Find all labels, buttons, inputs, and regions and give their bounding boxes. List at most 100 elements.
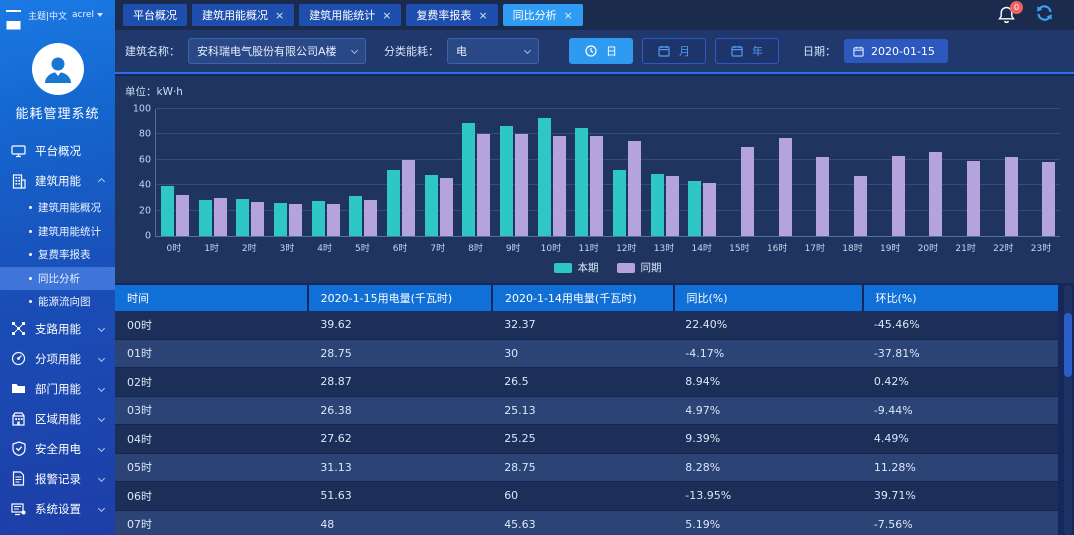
tab-close-icon[interactable]: × [478, 8, 488, 22]
sidebar-item-平台概况[interactable]: 平台概况 [0, 136, 115, 166]
tab-close-icon[interactable]: × [275, 8, 285, 22]
sidebar-subitem-复费率报表[interactable]: 复费率报表 [0, 243, 115, 267]
bar-本期[interactable] [160, 185, 174, 236]
bar-同期[interactable] [288, 204, 302, 236]
bar-同期[interactable] [326, 203, 340, 236]
table-scrollbar-thumb[interactable] [1064, 313, 1072, 377]
sidebar-item-支路用能[interactable]: 支路用能 [0, 314, 115, 344]
notification-bell-icon[interactable]: 0 [998, 1, 1023, 24]
sidebar-item-区域用能[interactable]: 区域用能 [0, 404, 115, 434]
tab-close-icon[interactable]: × [563, 8, 573, 22]
sidebar-item-系统设置[interactable]: 系统设置 [0, 494, 115, 524]
table-row[interactable]: 02时 28.87 26.5 8.94% 0.42% [115, 368, 1058, 397]
table-row[interactable]: 07时 48 45.63 5.19% -7.56% [115, 510, 1058, 535]
table-row[interactable]: 03时 26.38 25.13 4.97% -9.44% [115, 396, 1058, 425]
bar-同期[interactable] [853, 176, 867, 236]
sidebar-subitem-能源流向图[interactable]: 能源流向图 [0, 290, 115, 314]
x-tick-label: 19时 [879, 244, 901, 254]
bar-本期[interactable] [612, 169, 626, 236]
period-button-年[interactable]: 年 [715, 38, 779, 64]
bar-本期[interactable] [349, 196, 363, 236]
calendar-icon [853, 46, 864, 57]
bar-本期[interactable] [650, 173, 664, 236]
bar-本期[interactable] [688, 181, 702, 236]
bar-同期[interactable] [439, 178, 453, 236]
table-row[interactable]: 01时 28.75 30 -4.17% -37.81% [115, 339, 1058, 368]
sidebar-subitem-建筑用能统计[interactable]: 建筑用能统计 [0, 220, 115, 244]
sidebar-item-报警记录[interactable]: 报警记录 [0, 464, 115, 494]
plot-area: 0 20 40 60 80 100 [133, 104, 1060, 242]
bullet-icon [29, 206, 32, 210]
sidebar-item-分项用能[interactable]: 分项用能 [0, 344, 115, 374]
table-cell: 28.75 [308, 339, 493, 367]
sidebar-subitem-建筑用能概况[interactable]: 建筑用能概况 [0, 196, 115, 220]
bar-同期[interactable] [891, 156, 905, 236]
table-cell: -9.44% [861, 396, 1058, 424]
bar-同期[interactable] [778, 138, 792, 236]
bar-同期[interactable] [703, 182, 717, 236]
bar-同期[interactable] [929, 152, 943, 236]
tab-close-icon[interactable]: × [382, 8, 392, 22]
period-button-日[interactable]: 日 [569, 38, 633, 64]
bar-同期[interactable] [213, 197, 227, 236]
refresh-icon[interactable] [1035, 4, 1054, 26]
date-input[interactable]: 2020-01-15 [844, 39, 948, 63]
bar-同期[interactable] [816, 157, 830, 236]
bar-同期[interactable] [627, 140, 641, 236]
bar-本期[interactable] [273, 202, 287, 236]
bar-同期[interactable] [740, 147, 754, 236]
tab-同比分析[interactable]: 同比分析 × [502, 4, 583, 26]
bar-同期[interactable] [175, 194, 189, 236]
x-tick-label: 14时 [691, 244, 712, 254]
sidebar-subitem-同比分析[interactable]: 同比分析 [0, 266, 115, 290]
table-cell: 51.63 [308, 482, 493, 510]
table-row[interactable]: 05时 31.13 28.75 8.28% 11.28% [115, 453, 1058, 482]
bar-同期[interactable] [251, 202, 265, 236]
y-tick-label: 0 [144, 230, 151, 242]
bar-同期[interactable] [401, 159, 415, 236]
sidebar-item-建筑用能[interactable]: 建筑用能 [0, 166, 115, 196]
sidebar-item-部门用能[interactable]: 部门用能 [0, 374, 115, 404]
table-scrollbar-track[interactable] [1064, 285, 1072, 535]
bar-同期[interactable] [1004, 157, 1018, 236]
tab-平台概况[interactable]: 平台概况 [123, 4, 187, 26]
user-menu[interactable]: acrel [72, 10, 104, 20]
bar-同期[interactable] [966, 161, 980, 236]
legend-item-本期[interactable]: 本期 [553, 260, 599, 275]
table-row[interactable]: 06时 51.63 60 -13.95% 39.71% [115, 482, 1058, 511]
bar-本期[interactable] [386, 170, 400, 236]
tab-建筑用能概况[interactable]: 建筑用能概况 × [192, 4, 295, 26]
bar-同期[interactable] [665, 176, 679, 236]
bar-同期[interactable] [477, 134, 491, 236]
energy-type-value: 电 [456, 45, 467, 58]
bar-本期[interactable] [462, 122, 476, 236]
sidebar-item-安全用电[interactable]: 安全用电 [0, 434, 115, 464]
tab-复费率报表[interactable]: 复费率报表 × [406, 4, 498, 26]
tab-label: 平台概况 [133, 9, 177, 22]
theme-language-switch[interactable]: 主题|中文 [28, 11, 68, 22]
energy-type-select[interactable]: 电 [447, 38, 539, 64]
bar-同期[interactable] [364, 199, 378, 236]
table-cell: 25.25 [492, 425, 674, 453]
bar-本期[interactable] [198, 199, 212, 236]
period-button-月[interactable]: 月 [642, 38, 706, 64]
hamburger-menu-icon[interactable] [6, 9, 21, 21]
x-tick-label: 16时 [766, 244, 788, 254]
bar-本期[interactable] [499, 125, 513, 236]
tab-建筑用能统计[interactable]: 建筑用能统计 × [299, 4, 402, 26]
bar-本期[interactable] [537, 117, 551, 236]
building-select[interactable]: 安科瑞电气股份有限公司A楼 [188, 38, 366, 64]
sidebar-item-label: 平台概况 [35, 144, 81, 158]
table-row[interactable]: 04时 27.62 25.25 9.39% 4.49% [115, 425, 1058, 454]
bar-同期[interactable] [552, 135, 566, 236]
bar-同期[interactable] [1042, 162, 1056, 236]
bar-本期[interactable] [424, 175, 438, 236]
table-row[interactable]: 00时 39.62 32.37 22.40% -45.46% [115, 311, 1058, 340]
bar-本期[interactable] [575, 128, 589, 236]
bar-本期[interactable] [311, 200, 325, 236]
bar-同期[interactable] [514, 134, 528, 236]
chevron-down-icon [97, 384, 106, 393]
bar-同期[interactable] [590, 135, 604, 236]
bar-本期[interactable] [236, 199, 250, 236]
legend-item-同期[interactable]: 同期 [616, 260, 662, 275]
